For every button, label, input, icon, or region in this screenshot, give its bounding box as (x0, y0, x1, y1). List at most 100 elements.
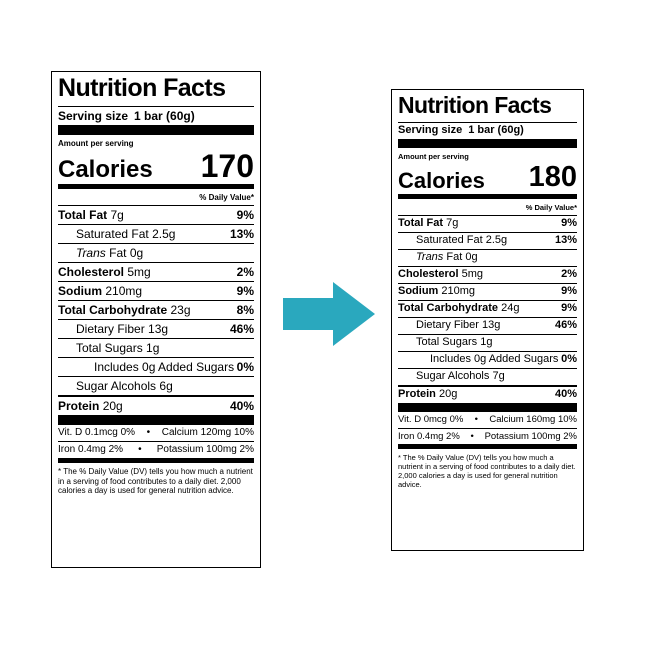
added-sugars-label: Includes 0g Added Sugars (94, 360, 235, 374)
saturated-fat-dv: 13% (229, 227, 254, 241)
added-sugars-dv: 0% (236, 360, 254, 374)
trans-fat-italic: Trans (416, 251, 444, 263)
total-sugars-label: Total Sugars (76, 341, 143, 355)
cholesterol-amount: 5mg (461, 268, 483, 280)
protein-amount: 20g (438, 388, 458, 400)
vitamin-row-2: Iron 0.4mg 2% • Potassium 100mg 2% (58, 442, 254, 458)
total-fat-dv: 9% (236, 208, 254, 222)
vitamin-row-1: Vit. D 0.1mcg 0% • Calcium 120mg 10% (58, 425, 254, 442)
total-fat-label: Total Fat (398, 217, 444, 229)
serving-size-value: 1 bar (60g) (468, 124, 524, 136)
cholesterol-label: Cholesterol (58, 265, 125, 279)
nutrition-label-before: Nutrition Facts Serving size 1 bar (60g)… (51, 71, 261, 568)
trans-fat-label: Fat (446, 251, 463, 263)
vitamin-row-1: Vit. D 0mcg 0% • Calcium 160mg 10% (398, 412, 577, 429)
total-fat-label: Total Fat (58, 208, 108, 222)
added-sugars-row: Includes 0g Added Sugars 0% (398, 352, 577, 369)
trans-fat-label: Fat (109, 246, 127, 260)
total-fat-amount: 7g (110, 208, 124, 222)
calories-row: Calories 180 (398, 161, 577, 194)
protein-row: Protein 20g 40% (398, 387, 577, 403)
cholesterol-dv: 2% (561, 268, 577, 280)
trans-fat-italic: Trans (76, 246, 106, 260)
total-sugars-row: Total Sugars 1g (58, 339, 254, 358)
sugar-alcohols-amount: 7g (492, 370, 505, 382)
bullet-separator: • (138, 444, 142, 455)
total-carb-label: Total Carbohydrate (58, 303, 168, 317)
calories-label: Calories (398, 168, 485, 193)
footnote: * The % Daily Value (DV) tells you how m… (58, 467, 253, 496)
total-carb-row: Total Carbohydrate 24g 9% (398, 301, 577, 318)
label-title: Nutrition Facts (58, 76, 254, 107)
nutrition-label-after: Nutrition Facts Serving size 1 bar (60g)… (391, 89, 584, 551)
medium-divider (58, 458, 254, 463)
sodium-row: Sodium 210mg 9% (398, 284, 577, 301)
serving-size-label: Serving size (398, 124, 463, 136)
trans-fat-amount: 0g (465, 251, 478, 263)
label-title: Nutrition Facts (398, 94, 577, 123)
sugar-alcohols-label: Sugar Alcohols (76, 379, 157, 393)
bullet-separator: • (470, 430, 474, 442)
cholesterol-amount: 5mg (127, 265, 151, 279)
dietary-fiber-dv: 46% (229, 322, 254, 336)
total-carb-label: Total Carbohydrate (398, 302, 499, 314)
dietary-fiber-amount: 13g (148, 322, 169, 336)
cholesterol-row: Cholesterol 5mg 2% (58, 263, 254, 282)
potassium: Potassium 100mg 2% (156, 444, 254, 455)
calories-row: Calories 170 (58, 148, 254, 184)
protein-dv: 40% (554, 388, 577, 400)
cholesterol-label: Cholesterol (398, 268, 459, 280)
footnote: * The % Daily Value (DV) tells you how m… (398, 453, 576, 489)
bullet-separator: • (474, 414, 478, 425)
thick-divider (58, 415, 254, 425)
medium-divider (58, 395, 254, 397)
total-carb-dv: 9% (561, 302, 577, 314)
thick-divider (398, 139, 577, 148)
protein-label: Protein (58, 399, 100, 413)
sodium-amount: 210mg (105, 284, 143, 298)
potassium: Potassium 100mg 2% (484, 430, 577, 442)
thick-divider (398, 403, 577, 412)
vitamin-d: Vit. D 0.1mcg 0% (58, 427, 136, 438)
vitamin-d: Vit. D 0mcg 0% (398, 414, 464, 425)
total-sugars-label: Total Sugars (416, 336, 478, 348)
added-sugars-row: Includes 0g Added Sugars 0% (58, 358, 254, 377)
saturated-fat-amount: 2.5g (152, 227, 176, 241)
sodium-amount: 210mg (441, 285, 476, 297)
cholesterol-row: Cholesterol 5mg 2% (398, 267, 577, 284)
thick-divider (58, 125, 254, 135)
calories-value: 180 (528, 161, 577, 193)
sodium-label: Sodium (398, 285, 439, 297)
calcium: Calcium 160mg 10% (489, 414, 577, 425)
daily-value-header: % Daily Value* (398, 199, 577, 216)
protein-dv: 40% (229, 399, 254, 413)
total-sugars-amount: 1g (480, 336, 493, 348)
total-carb-row: Total Carbohydrate 23g 8% (58, 301, 254, 320)
sugar-alcohols-row: Sugar Alcohols 6g (58, 377, 254, 395)
sugar-alcohols-row: Sugar Alcohols 7g (398, 369, 577, 385)
saturated-fat-row: Saturated Fat 2.5g 13% (58, 225, 254, 244)
protein-amount: 20g (102, 399, 123, 413)
calories-value: 170 (200, 148, 254, 184)
sugar-alcohols-amount: 6g (159, 379, 173, 393)
medium-divider (398, 444, 577, 449)
sodium-label: Sodium (58, 284, 102, 298)
total-carb-amount: 23g (170, 303, 191, 317)
total-fat-amount: 7g (446, 217, 459, 229)
medium-divider (398, 194, 577, 199)
cholesterol-dv: 2% (236, 265, 254, 279)
daily-value-header: % Daily Value* (58, 189, 254, 206)
added-sugars-dv: 0% (561, 353, 577, 365)
trans-fat-row: Trans Fat 0g (398, 250, 577, 267)
trans-fat-amount: 0g (129, 246, 144, 260)
total-carb-amount: 24g (501, 302, 520, 314)
medium-divider (398, 385, 577, 387)
bullet-separator: • (146, 427, 151, 438)
total-sugars-amount: 1g (146, 341, 160, 355)
dietary-fiber-amount: 13g (482, 319, 501, 331)
saturated-fat-amount: 2.5g (485, 234, 508, 246)
serving-size-row: Serving size 1 bar (60g) (58, 107, 254, 125)
amount-per-serving: Amount per serving (398, 152, 469, 161)
added-sugars-label: Includes 0g Added Sugars (430, 353, 559, 365)
dietary-fiber-dv: 46% (554, 319, 577, 331)
